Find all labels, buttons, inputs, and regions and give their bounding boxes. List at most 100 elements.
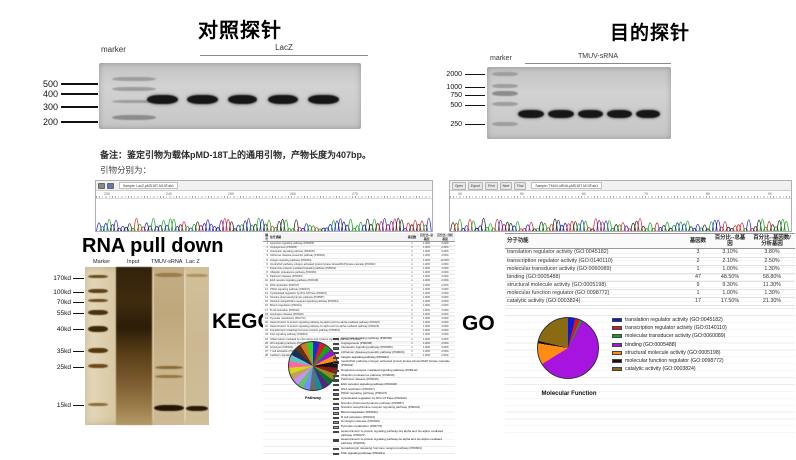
mw-size-label: 750	[450, 92, 462, 99]
sample-name: Sample: LacZ-pMD18T-M13F.ab1	[119, 182, 178, 189]
legend-swatch	[612, 334, 622, 339]
pcr-band	[268, 95, 298, 104]
mw-tick: 500	[30, 79, 98, 89]
pcr-band	[147, 95, 178, 104]
mw-tick-line	[465, 123, 485, 126]
kegg-pathway-table: 编号 信号通路 基因数 百分比--总基因 百分比--分析基因 1 Apoptos…	[263, 233, 455, 359]
legend-item: PDGF signaling pathway (P00047)	[333, 392, 453, 396]
pcr-band	[518, 110, 544, 118]
target-gel-bands	[487, 67, 671, 139]
go-table-row: molecular transducer activity (GO:006008…	[505, 265, 795, 274]
lane-label: Marker	[93, 259, 111, 265]
legend-label: molecular transducer activity (GO:006008…	[625, 333, 726, 340]
legend-swatch	[333, 412, 339, 415]
pcr-band	[636, 110, 660, 118]
mw-tick-line	[73, 366, 84, 369]
print-icon[interactable]	[98, 182, 105, 189]
legend-item: B cell activation (P00010)	[333, 415, 453, 420]
ladder-band	[492, 102, 518, 106]
kegg-table-row: 14 Nicotine pharmacodynamics pathway (P0…	[263, 295, 455, 301]
legend-swatch	[333, 398, 339, 401]
print-button[interactable]: Print	[485, 181, 498, 190]
mw-tick-line	[73, 312, 84, 315]
mw-size-label: 55kd	[56, 310, 71, 317]
mw-size-label: 2000	[446, 71, 462, 78]
mw-tick: 1000	[438, 84, 485, 91]
legend-label: Alzheimer disease-presenilin pathway (P0…	[341, 350, 405, 355]
kegg-table-row: 6 Insulin/IGF pathway-mitogen activated …	[263, 262, 455, 267]
legend-label: Nicotinic acetylcholine receptor signali…	[341, 405, 421, 410]
legend-label: translation regulator activity (GO:00451…	[625, 317, 723, 323]
kegg-legend: Apoptosis signaling pathway (P00006) Ang…	[333, 336, 453, 456]
go-heading: GO	[462, 312, 495, 335]
protein-band-strong	[154, 405, 184, 411]
mw-tick-line	[465, 104, 485, 107]
sequencing-trace	[96, 217, 432, 231]
go-pie-chart	[537, 317, 599, 379]
legend-swatch	[333, 402, 339, 406]
go-table-row: translation regulator activity (GO:00451…	[505, 248, 795, 258]
export-button[interactable]: Export	[467, 181, 484, 190]
mw-tick: 100kd	[45, 289, 84, 296]
legend-swatch	[612, 358, 622, 363]
kegg-table-row: 18 Huntington disease (P00029) 1 1.30% 2…	[263, 312, 455, 317]
protein-marker-band	[88, 364, 108, 368]
legend-label: Parkinson disease (P00049)	[341, 377, 379, 382]
protein-marker-band	[88, 326, 108, 332]
kegg-table-row: 22 Gonadotropin releasing hormone recept…	[263, 328, 455, 334]
protein-band-strong	[186, 406, 208, 411]
mw-tick: 200	[30, 117, 98, 127]
legend-label: Interleukin signaling pathway (P00036)	[341, 345, 393, 350]
legend-item: structural molecule activity (GO:0005198…	[612, 350, 792, 356]
position-ruler: 40 50 60 70 80 90	[450, 191, 791, 199]
mw-tick-line	[465, 94, 485, 97]
mw-size-label: 70kd	[56, 299, 71, 306]
legend-item: Nicotinic acetylcholine receptor signali…	[333, 406, 453, 410]
kegg-table-row: 2 Angiogenesis (P00005) 1 1.30% 2.00%	[263, 245, 455, 251]
open-button[interactable]: Open	[452, 181, 466, 190]
next-button[interactable]: Next	[499, 181, 513, 190]
legend-item: Alzheimer disease-presenilin pathway (P0…	[333, 350, 453, 355]
mw-size-label: 300	[42, 102, 58, 112]
legend-item: Nicotine pharmacodynamics pathway (P0658…	[333, 401, 453, 406]
legend-item: Heterotrimeric G-protein signaling pathw…	[333, 429, 453, 438]
go-table-row: molecular function regulator (GO:0098772…	[505, 289, 795, 298]
legend-swatch	[333, 439, 339, 442]
trace-area	[96, 205, 432, 231]
legend-label: FGF signaling pathway (P00021)	[341, 450, 385, 455]
mw-tick-line	[465, 86, 485, 89]
mw-tick-line	[61, 83, 98, 85]
kegg-pie-caption: Pathway	[304, 395, 322, 400]
pcr-band	[187, 95, 218, 104]
legend-label: Insulin/IGF pathway-mitogen activated pr…	[341, 359, 450, 368]
mw-size-label: 200	[42, 117, 58, 127]
chromatogram-toolbar: Sample: LacZ-pMD18T-M13F.ab1	[96, 181, 432, 191]
legend-label: Angiogenesis (P00005)	[341, 340, 373, 345]
mw-size-label: 15kd	[56, 402, 71, 409]
save-icon[interactable]	[107, 182, 114, 189]
mw-tick: 2000	[438, 71, 485, 78]
legend-item: Heterotrimeric G-protein signaling pathw…	[333, 438, 453, 446]
legend-swatch	[612, 367, 622, 372]
tmuv-lane	[154, 267, 184, 425]
legend-item: Interleukin signaling pathway (P00036)	[333, 346, 453, 350]
pcr-band	[578, 110, 603, 118]
legend-item: molecular transducer activity (GO:006008…	[612, 333, 792, 339]
mw-size-label: 35kd	[56, 348, 71, 355]
kegg-table-row: 7 Dopamine receptor mediated signaling p…	[263, 266, 455, 272]
mw-tick: 55kd	[45, 310, 84, 317]
find-button[interactable]: Find	[514, 181, 527, 190]
kegg-table-row: 8 Ubiquitin proteasome pathway (P00060) …	[263, 270, 455, 276]
legend-label: Apoptosis signaling pathway (P00006)	[341, 336, 393, 340]
mw-size-label: 400	[42, 89, 58, 99]
legend-label: binding (GO:0005488)	[625, 341, 677, 348]
legend-swatch	[333, 407, 339, 410]
target-marker-label: marker	[490, 55, 512, 62]
mw-tick: 170kd	[45, 275, 84, 282]
kegg-table-row: 5 Integrin signaling pathway (P00034) 1 …	[263, 258, 455, 263]
legend-swatch	[333, 338, 339, 341]
ladder-band	[112, 77, 156, 81]
legend-label: transcription regulator activity (GO:014…	[625, 325, 727, 332]
kegg-table-header: 编号 信号通路 基因数 百分比--总基因 百分比--分析基因	[263, 233, 455, 242]
legend-item: Pyruvate metabolism (P02772)	[333, 424, 453, 429]
